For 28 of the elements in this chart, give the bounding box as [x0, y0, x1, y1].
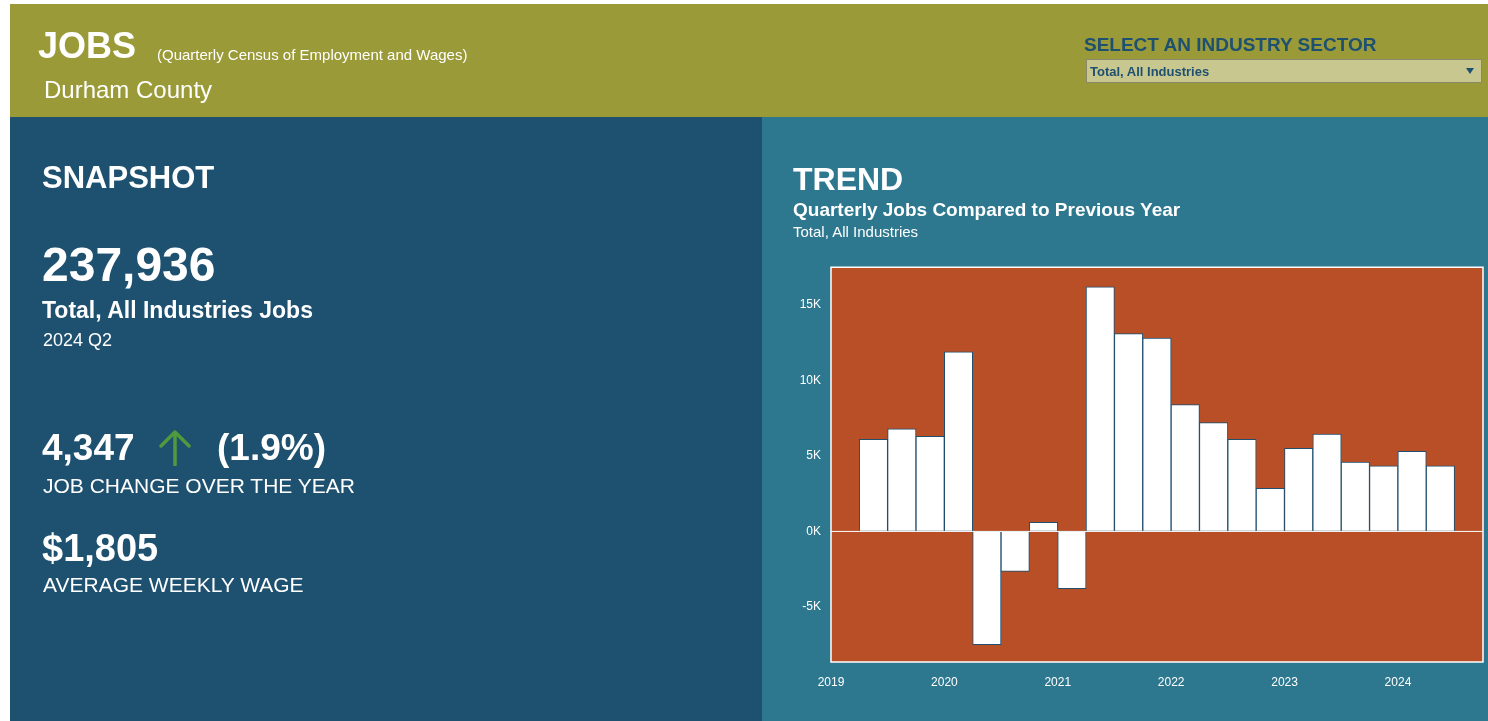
text: 2024 Q2 [43, 330, 113, 350]
text: JOBS [38, 25, 137, 66]
text: 4,347 [42, 427, 135, 468]
chart-subtitle: Quarterly Jobs Compared to Previous Year [793, 199, 1181, 220]
x-tick-label: 2019 [817, 674, 845, 689]
y-tick-label: 5K [806, 448, 821, 463]
text: (Quarterly Census of Employment and Wages) [157, 46, 468, 63]
text: JOB CHANGE OVER THE YEAR [43, 474, 355, 497]
text: Durham County [44, 76, 213, 103]
x-tick-label: 2023 [1271, 674, 1299, 689]
text: 237,936 [42, 238, 216, 291]
x-tick-label: 2020 [931, 674, 959, 689]
text: $1,805 [42, 527, 159, 569]
text: SNAPSHOT [42, 160, 215, 195]
y-tick-label: 15K [799, 297, 821, 312]
text: Total, All Industries [1090, 64, 1210, 79]
text: AVERAGE WEEKLY WAGE [43, 573, 304, 596]
text: SELECT AN INDUSTRY SECTOR [1084, 34, 1377, 55]
x-tick-label: 2024 [1384, 674, 1412, 689]
y-tick-label: 0K [806, 523, 821, 538]
chart-title: TREND [793, 161, 904, 197]
text: (1.9%) [217, 427, 326, 468]
y-tick-label: 10K [799, 372, 821, 387]
text: Total, All Industries [793, 223, 919, 240]
y-tick-label: -5K [802, 599, 821, 614]
x-tick-label: 2021 [1044, 674, 1072, 689]
x-tick-label: 2022 [1157, 674, 1185, 689]
text: Total, All Industries Jobs [42, 297, 313, 323]
